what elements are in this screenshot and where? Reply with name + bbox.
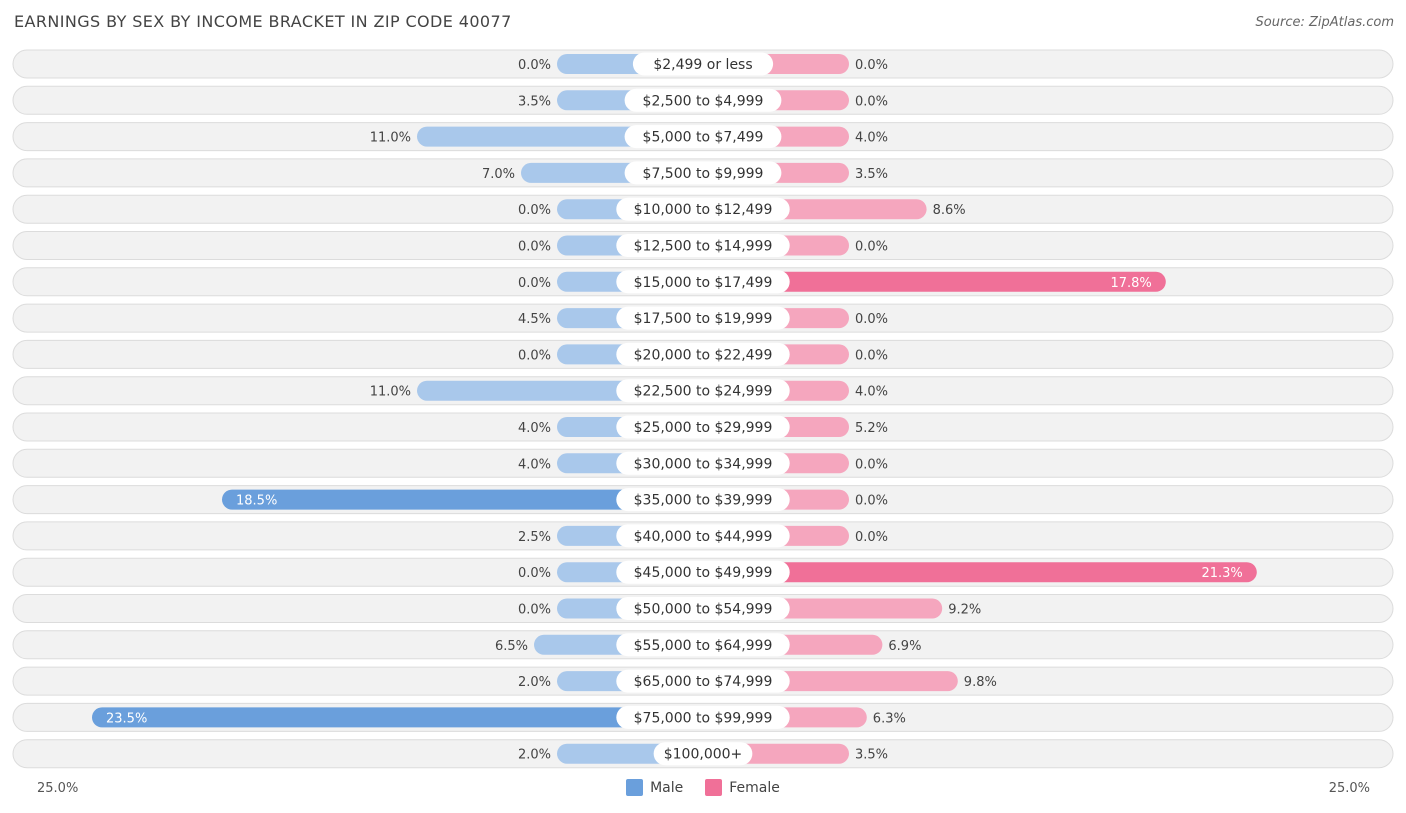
category-label: $50,000 to $54,999: [634, 602, 773, 618]
female-value-label: 0.0%: [855, 58, 888, 73]
female-value-label: 0.0%: [855, 240, 888, 255]
category-label: $10,000 to $12,499: [634, 202, 773, 218]
category-label: $55,000 to $64,999: [634, 638, 773, 654]
category-label-bg: [624, 88, 782, 112]
category-label-bg: [616, 451, 790, 475]
category-label: $7,500 to $9,999: [643, 166, 764, 182]
male-value-label: 11.0%: [370, 385, 411, 400]
female-value-label: 0.0%: [855, 494, 888, 509]
category-label-bg: [616, 415, 790, 439]
female-value-label: 4.0%: [855, 385, 888, 400]
male-value-label: 0.0%: [518, 276, 551, 291]
female-value-label: 5.2%: [855, 421, 888, 436]
category-label-bg: [616, 379, 790, 403]
male-bar: [222, 489, 703, 510]
male-value-label: 0.0%: [518, 240, 551, 255]
female-value-label: 0.0%: [855, 530, 888, 545]
male-value-label: 2.0%: [518, 748, 551, 763]
male-value-label: 6.5%: [495, 639, 528, 654]
category-label: $15,000 to $17,499: [634, 275, 773, 291]
male-swatch: [626, 779, 644, 796]
male-bar: [92, 707, 703, 728]
category-label-bg: [616, 342, 790, 366]
category-label: $65,000 to $74,999: [634, 674, 773, 690]
category-label-bg: [616, 306, 790, 330]
male-value-label: 4.0%: [518, 421, 551, 436]
category-label: $22,500 to $24,999: [634, 384, 773, 400]
category-label: $40,000 to $44,999: [634, 529, 773, 545]
category-label-bg: [616, 270, 790, 294]
female-value-label: 9.2%: [948, 603, 981, 618]
category-label-bg: [616, 705, 790, 729]
male-value-label: 7.0%: [482, 167, 515, 182]
category-label: $25,000 to $29,999: [634, 420, 773, 436]
category-label-bg: [616, 560, 790, 584]
category-label-bg: [616, 488, 790, 512]
source-label: Source: ZipAtlas.com: [1255, 15, 1394, 30]
legend-label-female: Female: [729, 779, 780, 796]
category-label-bg: [616, 234, 790, 257]
category-label-bg: [616, 597, 790, 620]
legend-item-male[interactable]: Male: [626, 779, 683, 796]
category-label: $20,000 to $22,499: [634, 347, 773, 363]
female-value-label: 3.5%: [855, 167, 888, 182]
female-value-label: 0.0%: [855, 312, 888, 327]
female-value-label: 6.9%: [888, 639, 921, 654]
axis-label-right: 25.0%: [1328, 781, 1370, 796]
male-value-label: 0.0%: [518, 566, 551, 581]
legend-label-male: Male: [650, 779, 684, 796]
female-value-label: 0.0%: [855, 348, 888, 363]
female-value-label: 0.0%: [855, 457, 888, 472]
male-value-label: 0.0%: [518, 348, 551, 363]
category-label: $75,000 to $99,999: [634, 710, 773, 726]
female-value-label: 4.0%: [855, 131, 888, 146]
category-label-bg: [653, 742, 753, 766]
female-value-label: 0.0%: [855, 94, 888, 109]
male-value-label: 18.5%: [236, 494, 277, 509]
male-value-label: 0.0%: [518, 58, 551, 73]
category-label: $17,500 to $19,999: [634, 311, 773, 327]
category-label: $2,500 to $4,999: [643, 93, 764, 109]
male-value-label: 4.0%: [518, 457, 551, 472]
category-label: $45,000 to $49,999: [634, 565, 773, 581]
category-label-bg: [616, 524, 790, 548]
category-label-bg: [632, 52, 774, 76]
male-value-label: 2.5%: [518, 530, 551, 545]
female-swatch: [705, 779, 723, 796]
legend: Male Female: [0, 779, 1406, 796]
category-label-bg: [616, 669, 790, 693]
category-label-bg: [624, 161, 782, 185]
axis-label-left: 25.0%: [37, 781, 79, 796]
category-label-bg: [616, 197, 790, 221]
category-label: $2,499 or less: [653, 57, 752, 73]
male-value-label: 4.5%: [518, 312, 551, 327]
male-value-label: 3.5%: [518, 94, 551, 109]
male-value-label: 0.0%: [518, 203, 551, 218]
male-value-label: 2.0%: [518, 675, 551, 690]
chart-title: EARNINGS BY SEX BY INCOME BRACKET IN ZIP…: [14, 12, 512, 31]
female-bar: [703, 562, 1257, 583]
female-value-label: 6.3%: [873, 711, 906, 726]
category-label: $12,500 to $14,999: [634, 239, 773, 255]
female-value-label: 9.8%: [964, 675, 997, 690]
female-value-label: 21.3%: [1201, 566, 1242, 581]
male-value-label: 23.5%: [106, 711, 147, 726]
category-label-bg: [616, 633, 790, 657]
male-value-label: 11.0%: [370, 131, 411, 146]
male-value-label: 0.0%: [518, 603, 551, 618]
female-value-label: 17.8%: [1110, 276, 1151, 291]
female-bar: [703, 271, 1166, 292]
category-label: $35,000 to $39,999: [634, 493, 773, 509]
legend-item-female[interactable]: Female: [705, 779, 780, 796]
category-label: $100,000+: [664, 747, 743, 763]
female-value-label: 8.6%: [933, 203, 966, 218]
female-value-label: 3.5%: [855, 748, 888, 763]
category-label: $30,000 to $34,999: [634, 456, 773, 472]
category-label: $5,000 to $7,499: [643, 130, 764, 146]
category-label-bg: [624, 125, 782, 149]
